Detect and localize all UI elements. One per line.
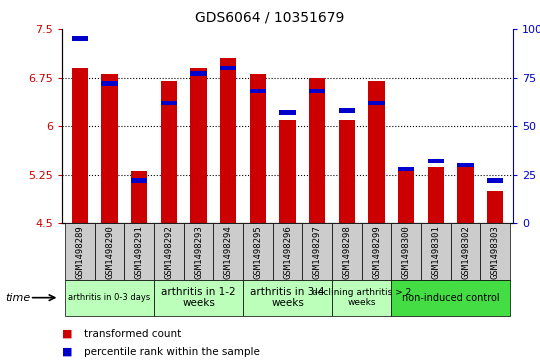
Bar <box>191 72 207 76</box>
Bar <box>279 120 296 223</box>
Text: GSM1498301: GSM1498301 <box>431 225 441 279</box>
Text: GSM1498297: GSM1498297 <box>313 225 322 279</box>
Bar <box>131 171 147 223</box>
Bar <box>131 178 147 183</box>
Text: GSM1498298: GSM1498298 <box>342 225 352 279</box>
Bar <box>339 108 355 113</box>
Text: declining arthritis > 2
weeks: declining arthritis > 2 weeks <box>312 288 411 307</box>
Bar <box>161 81 177 223</box>
Bar <box>154 280 243 316</box>
Bar <box>273 223 302 280</box>
Text: arthritis in 0-3 days: arthritis in 0-3 days <box>69 293 151 302</box>
Text: arthritis in 1-2
weeks: arthritis in 1-2 weeks <box>161 287 236 309</box>
Bar <box>72 68 88 223</box>
Text: percentile rank within the sample: percentile rank within the sample <box>84 347 260 357</box>
Text: time: time <box>5 293 31 303</box>
Bar <box>428 167 444 223</box>
Bar <box>368 101 384 105</box>
Bar <box>487 191 503 223</box>
Bar <box>398 167 414 171</box>
Bar <box>279 110 296 115</box>
Bar <box>309 78 326 223</box>
Text: ■: ■ <box>62 347 72 357</box>
Bar <box>362 223 392 280</box>
Bar <box>65 280 154 316</box>
Text: GSM1498290: GSM1498290 <box>105 225 114 279</box>
Text: GSM1498295: GSM1498295 <box>253 225 262 279</box>
Bar <box>213 223 243 280</box>
Text: arthritis in 3-4
weeks: arthritis in 3-4 weeks <box>250 287 325 309</box>
Text: transformed count: transformed count <box>84 329 181 339</box>
Bar <box>154 223 184 280</box>
Text: GSM1498302: GSM1498302 <box>461 225 470 279</box>
Text: GSM1498303: GSM1498303 <box>491 225 500 279</box>
Bar <box>249 89 266 93</box>
Bar <box>421 223 451 280</box>
Bar <box>102 74 118 223</box>
Bar <box>398 167 414 223</box>
Bar <box>392 280 510 316</box>
Bar <box>332 280 392 316</box>
Bar <box>72 37 88 41</box>
Bar <box>451 223 481 280</box>
Text: GSM1498293: GSM1498293 <box>194 225 203 279</box>
Text: GSM1498299: GSM1498299 <box>372 225 381 279</box>
Bar <box>249 74 266 223</box>
Text: GSM1498300: GSM1498300 <box>402 225 411 279</box>
Bar <box>339 120 355 223</box>
Bar <box>243 280 332 316</box>
Bar <box>457 163 474 167</box>
Bar <box>65 223 94 280</box>
Bar <box>124 223 154 280</box>
Bar <box>428 159 444 163</box>
Text: GSM1498291: GSM1498291 <box>134 225 144 279</box>
Bar <box>487 178 503 183</box>
Bar <box>161 101 177 105</box>
Bar <box>102 81 118 86</box>
Bar <box>332 223 362 280</box>
Text: GSM1498289: GSM1498289 <box>76 225 84 279</box>
Text: ■: ■ <box>62 329 72 339</box>
Text: GSM1498292: GSM1498292 <box>164 225 173 279</box>
Bar <box>457 165 474 223</box>
Text: GDS6064 / 10351679: GDS6064 / 10351679 <box>195 11 345 25</box>
Bar <box>94 223 124 280</box>
Text: non-induced control: non-induced control <box>402 293 500 303</box>
Bar <box>309 89 326 93</box>
Bar <box>302 223 332 280</box>
Bar <box>392 223 421 280</box>
Bar <box>368 81 384 223</box>
Text: GSM1498296: GSM1498296 <box>283 225 292 279</box>
Bar <box>220 66 237 70</box>
Bar <box>184 223 213 280</box>
Bar <box>220 58 237 223</box>
Bar <box>243 223 273 280</box>
Bar <box>481 223 510 280</box>
Text: GSM1498294: GSM1498294 <box>224 225 233 279</box>
Bar <box>191 68 207 223</box>
